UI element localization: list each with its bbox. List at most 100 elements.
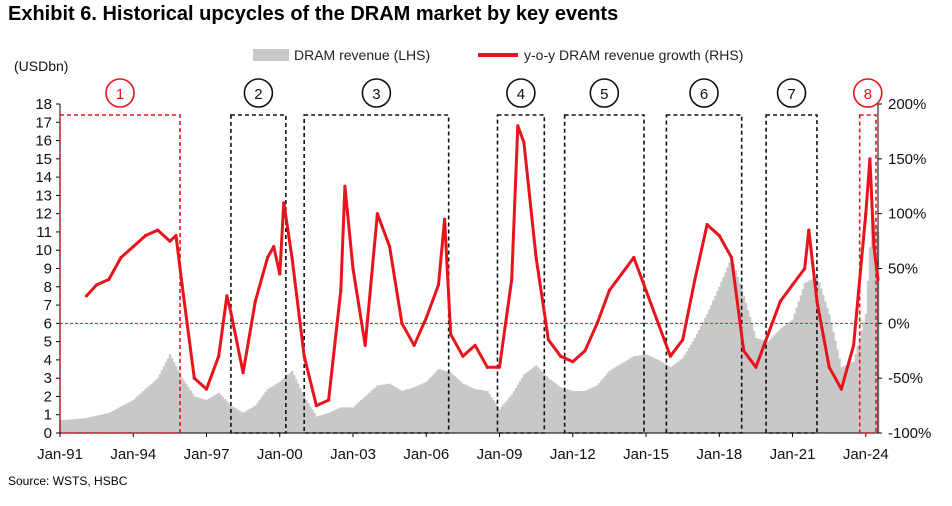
revenue-bar	[398, 389, 402, 433]
revenue-bar	[710, 305, 713, 433]
revenue-bar	[140, 392, 143, 433]
revenue-bar	[874, 225, 878, 433]
upcycle-box-6	[665, 114, 743, 434]
revenue-bar	[67, 419, 70, 433]
revenue-bar	[85, 417, 88, 433]
growth-point	[461, 354, 465, 358]
growth-point	[253, 299, 257, 303]
revenue-bar	[634, 355, 638, 433]
revenue-bar	[128, 402, 131, 433]
revenue-bar	[341, 407, 345, 433]
revenue-bar	[860, 330, 864, 433]
revenue-bar	[370, 390, 373, 433]
revenue-bar	[779, 328, 782, 433]
revenue-bar	[79, 418, 82, 433]
revenue-bar	[555, 384, 558, 433]
revenue-bar	[539, 369, 542, 433]
x-tick-label: Jan-03	[330, 446, 376, 463]
upcycle-number-4: 4	[517, 86, 525, 103]
revenue-bar	[683, 354, 687, 433]
revenue-bar	[659, 361, 662, 433]
revenue-bar	[653, 358, 656, 433]
revenue-bar	[185, 384, 188, 433]
revenue-bar	[789, 321, 792, 433]
revenue-bar	[663, 363, 666, 433]
y-left-tick-label: 7	[44, 297, 52, 314]
y-left-tick-label: 17	[35, 114, 52, 131]
revenue-bar	[531, 368, 534, 433]
growth-line	[85, 124, 880, 408]
growth-point	[282, 201, 286, 205]
revenue-bar	[95, 415, 99, 433]
revenue-bar	[425, 381, 428, 433]
growth-point	[473, 343, 477, 347]
revenue-bar	[583, 390, 587, 433]
revenue-bar	[146, 387, 149, 433]
revenue-bar	[366, 394, 369, 433]
upcycle-number-1: 1	[116, 86, 124, 103]
revenue-bar	[549, 379, 552, 433]
revenue-bar	[571, 390, 575, 433]
revenue-bar	[793, 313, 796, 433]
revenue-bar	[679, 359, 683, 433]
revenue-bar	[406, 389, 410, 433]
revenue-bar	[472, 388, 475, 433]
revenue-bar	[162, 366, 166, 433]
revenue-bar	[290, 370, 294, 433]
upcycle-box-1	[59, 114, 181, 434]
revenue-bar	[313, 413, 316, 433]
revenue-bar	[394, 387, 398, 433]
revenue-bar	[846, 364, 849, 433]
revenue-bar	[93, 416, 96, 433]
revenue-bar	[77, 418, 80, 433]
revenue-bar	[256, 402, 259, 433]
revenue-bar	[610, 369, 613, 433]
revenue-bar	[107, 412, 111, 433]
revenue-bar	[695, 334, 699, 433]
revenue-bar	[543, 373, 546, 433]
revenue-bar	[496, 406, 499, 433]
y-left-tick-label: 18	[35, 96, 52, 113]
x-tick-label: Jan-97	[184, 446, 230, 463]
revenue-bar	[734, 270, 737, 433]
revenue-bar	[321, 414, 324, 433]
y-left-tick-label: 1	[44, 407, 52, 424]
growth-point	[327, 398, 331, 402]
revenue-bar	[575, 390, 579, 433]
revenue-bar	[748, 316, 752, 433]
revenue-bar	[750, 323, 754, 433]
revenue-bar	[807, 280, 811, 433]
revenue-bar	[573, 390, 577, 433]
revenue-bar	[242, 412, 245, 433]
revenue-bar	[752, 330, 756, 433]
revenue-bar	[113, 409, 117, 433]
revenue-bar	[828, 314, 831, 433]
revenue-bar	[718, 286, 721, 433]
revenue-bar	[787, 322, 790, 433]
growth-point	[839, 387, 844, 391]
revenue-bar	[417, 385, 420, 433]
source-note: Source: WSTS, HSBC	[8, 474, 128, 488]
revenue-bar	[376, 385, 379, 433]
legend-revenue-swatch	[253, 49, 289, 61]
upcycle-circle-1	[105, 78, 135, 108]
revenue-bar	[219, 394, 223, 433]
revenue-bar	[309, 406, 312, 433]
revenue-bar	[465, 385, 469, 433]
upcycle-box-7	[765, 114, 818, 434]
revenue-bar	[154, 379, 158, 433]
growth-point	[375, 212, 379, 216]
upcycle-number-2: 2	[254, 86, 262, 103]
revenue-bar	[655, 358, 658, 433]
y-left-tick-label: 12	[35, 206, 52, 223]
growth-point	[693, 277, 697, 282]
revenue-bar	[156, 378, 160, 433]
revenue-bar	[457, 379, 461, 433]
growth-point	[107, 277, 111, 282]
revenue-bar	[529, 369, 532, 433]
legend-growth-label: y-o-y DRAM revenue growth (RHS)	[524, 47, 743, 63]
revenue-bar	[744, 302, 748, 433]
revenue-bar	[199, 398, 202, 433]
revenue-bar	[785, 324, 788, 433]
revenue-bar	[866, 280, 870, 433]
